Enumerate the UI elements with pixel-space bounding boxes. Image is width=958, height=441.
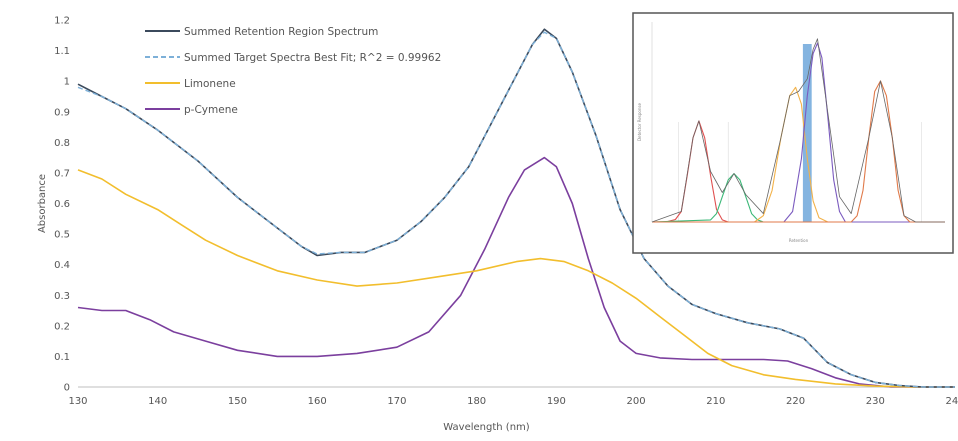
y-axis-title: Absorbance [37, 174, 48, 233]
x-tick-label: 230 [866, 396, 885, 407]
x-tick-label: 190 [547, 396, 566, 407]
legend-label-p-cymene: p-Cymene [184, 104, 238, 116]
x-tick-label: 150 [228, 396, 247, 407]
legend-label-limonene: Limonene [184, 78, 236, 90]
inset-series-line-5 [651, 38, 945, 223]
legend: Summed Retention Region Spectrum Summed T… [145, 26, 441, 116]
legend-label-summed-target-spectra-best-fit-r-2-0-99962: Summed Target Spectra Best Fit; R^2 = 0.… [184, 52, 441, 64]
x-tick-label: 180 [467, 396, 486, 407]
inset-series-line-3 [652, 42, 945, 223]
y-tick-label: 0.6 [54, 199, 70, 210]
inset-y-axis-title: Detector Response [637, 103, 642, 141]
y-tick-label: 0.9 [54, 107, 70, 118]
y-tick-label: 1 [64, 77, 70, 88]
y-tick-label: 0.1 [54, 352, 70, 363]
series-line-limonene [77, 169, 955, 388]
legend-label-summed-retention-region-spectrum: Summed Retention Region Spectrum [184, 26, 378, 38]
inset-chart: Detector Response Retention [632, 12, 954, 254]
x-tick-label: 200 [627, 396, 646, 407]
main-series-group [77, 28, 955, 388]
x-tick-label: 140 [148, 396, 167, 407]
y-tick-label: 1.2 [54, 16, 70, 27]
inset-x-axis-title: Retention [789, 238, 809, 243]
y-tick-label: 0.5 [54, 230, 70, 241]
series-line-summed-target-spectra-best-fit-r-2-0-99962 [77, 31, 955, 388]
inset-frame [632, 12, 954, 254]
x-tick-label: 130 [68, 396, 87, 407]
x-tick-label: 170 [387, 396, 406, 407]
y-tick-label: 0.4 [54, 260, 70, 271]
y-tick-label: 0.3 [54, 291, 70, 302]
y-tick-label: 0.8 [54, 138, 70, 149]
inset-series-line-2 [652, 86, 945, 223]
y-tick-label: 0.7 [54, 168, 70, 179]
inset-highlight-band [802, 44, 812, 222]
x-axis-title: Wavelength (nm) [443, 422, 529, 433]
x-tick-label: 220 [786, 396, 805, 407]
y-tick-label: 0.2 [54, 321, 70, 332]
main-axes: 0 0.1 0.2 0.3 0.4 0.5 0.6 0.7 0.8 0.9 1 1.1 1.2 130 14… [37, 16, 958, 434]
x-tick-label: 240 [945, 396, 958, 407]
y-tick-label: 1.1 [54, 46, 70, 57]
inset-series-line-1 [651, 173, 945, 223]
x-tick-label: 160 [308, 396, 327, 407]
y-tick-label: 0 [64, 383, 70, 394]
series-line-p-cymene [77, 156, 955, 388]
x-tick-label: 210 [706, 396, 725, 407]
